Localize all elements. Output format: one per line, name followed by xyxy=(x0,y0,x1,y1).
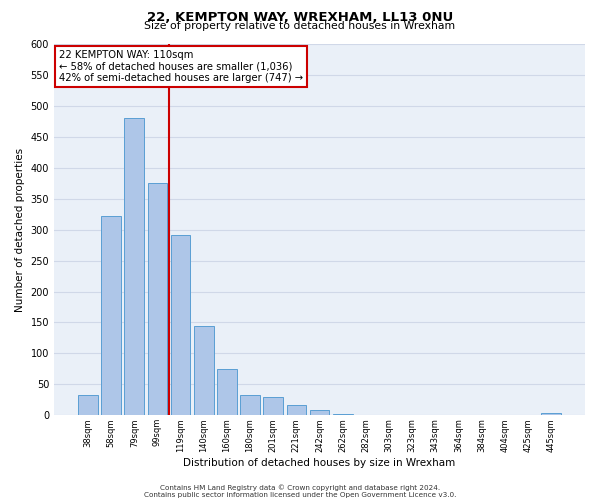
Text: Contains HM Land Registry data © Crown copyright and database right 2024.: Contains HM Land Registry data © Crown c… xyxy=(160,484,440,491)
Y-axis label: Number of detached properties: Number of detached properties xyxy=(15,148,25,312)
Bar xyxy=(310,410,329,416)
Text: 22, KEMPTON WAY, WREXHAM, LL13 0NU: 22, KEMPTON WAY, WREXHAM, LL13 0NU xyxy=(147,11,453,24)
Text: Contains public sector information licensed under the Open Government Licence v3: Contains public sector information licen… xyxy=(144,492,456,498)
Text: 22 KEMPTON WAY: 110sqm
← 58% of detached houses are smaller (1,036)
42% of semi-: 22 KEMPTON WAY: 110sqm ← 58% of detached… xyxy=(59,50,304,83)
Bar xyxy=(101,216,121,416)
Bar xyxy=(124,118,144,416)
Bar xyxy=(240,396,260,415)
Bar xyxy=(148,183,167,416)
Bar xyxy=(78,396,98,415)
Bar xyxy=(263,398,283,415)
Bar xyxy=(541,414,561,416)
Bar xyxy=(356,414,376,416)
Bar xyxy=(171,235,190,416)
Bar xyxy=(287,405,306,415)
Bar xyxy=(333,414,353,416)
Bar xyxy=(217,369,237,416)
Text: Size of property relative to detached houses in Wrexham: Size of property relative to detached ho… xyxy=(145,21,455,31)
X-axis label: Distribution of detached houses by size in Wrexham: Distribution of detached houses by size … xyxy=(184,458,455,468)
Bar xyxy=(194,326,214,416)
